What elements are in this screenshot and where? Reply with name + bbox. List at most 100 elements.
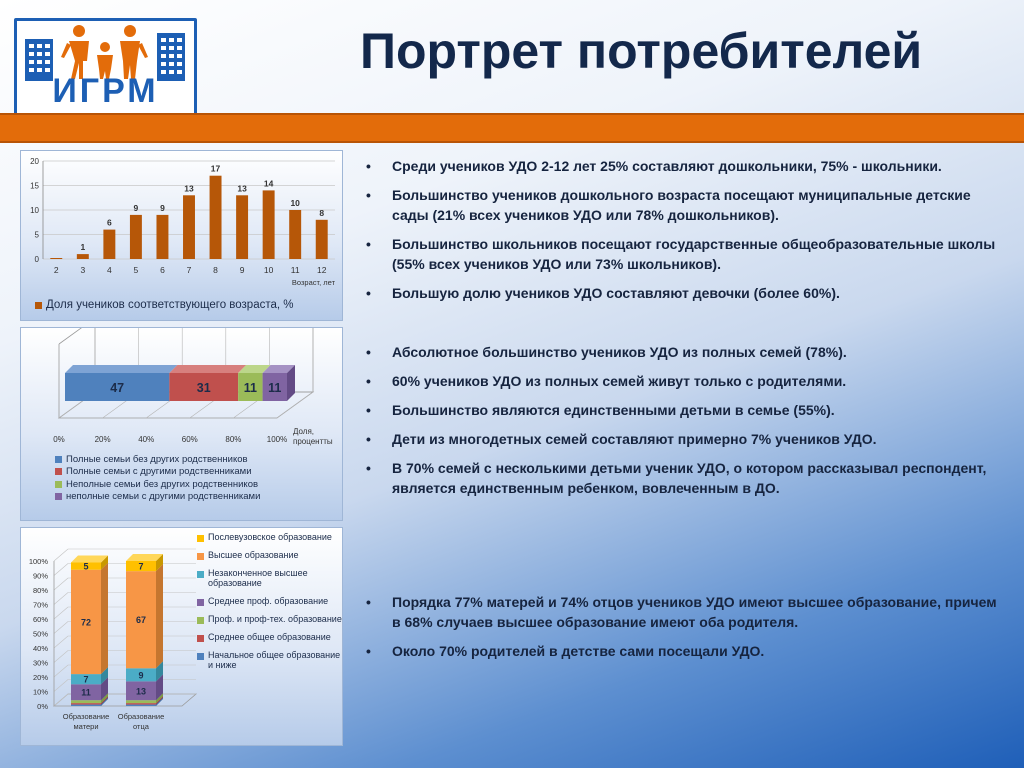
legend-label: Начальное общее образование и ниже <box>208 650 341 670</box>
legend-swatch <box>197 571 204 578</box>
bar-segment <box>169 373 239 401</box>
legend-label: Неполные семьи без других родственников <box>66 478 259 490</box>
x-tick-label: 0% <box>53 435 65 444</box>
y-tick-label: 70% <box>33 601 48 610</box>
bar-segment <box>126 703 156 705</box>
bar-segment <box>71 703 101 705</box>
education-chart-panel: 0% 10% 20% 30% 40% 50% 60% 70% 80% 90% 100% 11 7 72 5 О… <box>20 527 343 746</box>
x-tick-label: 60% <box>182 435 198 444</box>
bar-segment <box>71 569 101 675</box>
bar-top-face <box>262 365 295 373</box>
bar-side-face <box>156 674 163 701</box>
bar-top-face <box>238 365 271 373</box>
data-label: 9 <box>134 203 139 213</box>
x-tick-label: 5 <box>134 265 139 275</box>
data-label: 14 <box>264 178 274 188</box>
data-label: 10 <box>290 198 300 208</box>
bar-side-face <box>101 555 108 570</box>
data-label: 9 <box>160 203 165 213</box>
bar-segment <box>71 562 101 570</box>
bar-side-face <box>156 661 163 682</box>
legend-swatch <box>197 599 204 606</box>
bullet-list-age: Среди учеников УДО 2-12 лет 25% составля… <box>364 156 1004 312</box>
bar-segment <box>71 684 101 701</box>
y-tick-label: 80% <box>33 586 48 595</box>
y-tick-label: 30% <box>33 659 48 668</box>
legend-item: Высшее образование <box>197 550 343 560</box>
bar-side-face <box>101 667 108 685</box>
bar-side-face <box>156 697 163 706</box>
legend-label: Проф. и проф-тех. образование <box>208 614 342 624</box>
x-tick-label: 9 <box>240 265 245 275</box>
legend-label: Доля учеников соответствующего возраста,… <box>46 299 294 312</box>
header: ИГРМ Портрет потребителей <box>0 0 1024 120</box>
legend-item: Среднее проф. образование <box>197 596 343 606</box>
data-label: 1 <box>80 242 85 252</box>
legend-swatch <box>35 301 42 309</box>
bar-segment <box>126 668 156 682</box>
bullet-item: Большую долю учеников УДО составляют дев… <box>364 283 1004 303</box>
x-tick-label: 40% <box>138 435 154 444</box>
data-label: 13 <box>136 686 146 696</box>
x-tick-label: 10 <box>264 265 274 275</box>
bar-side-face <box>101 696 108 705</box>
gridline <box>53 621 69 634</box>
data-label: 67 <box>136 615 146 625</box>
logo-text: ИГРМ <box>52 72 159 110</box>
y-tick-label: 0% <box>37 702 48 711</box>
y-tick-label: 60% <box>33 615 48 624</box>
bullet-item: В 70% семей с несколькими детьми ученик … <box>364 458 1004 498</box>
x-tick-label: Образование <box>118 712 165 721</box>
bar-segment <box>126 704 156 706</box>
bar-top-face <box>126 554 163 561</box>
family-chart-legend: Полные семьи без других родственников Пол… <box>55 453 260 503</box>
bullet-item: Около 70% родителей в детстве сами посещ… <box>364 641 1004 661</box>
legend-swatch <box>55 468 62 476</box>
legend-label: Послевузовское образование <box>208 532 332 542</box>
x-tick-label: 80% <box>225 435 241 444</box>
legend-item: Начальное общее образование и ниже <box>197 650 343 670</box>
legend-swatch <box>197 617 204 624</box>
y-tick-label: 0 <box>35 255 40 264</box>
bar <box>156 214 169 259</box>
family-chart-panel: 0% 20% 40% 60% 80% 100% Доля, процентты 47 31 11 11… <box>20 327 343 521</box>
legend-label: Полные семьи с другими родственниками <box>66 466 252 478</box>
data-label: 17 <box>211 164 221 174</box>
data-label: 7 <box>83 675 88 685</box>
data-label: 6 <box>107 218 112 228</box>
gridline <box>53 592 69 605</box>
age-chart-panel: 0 5 10 15 20 2 1 3 6 4 9 5 9 6 13 7 17 8 13 9 14 10 10 11 8 12 Воз… <box>20 150 343 321</box>
x-tick-label: 2 <box>54 265 59 275</box>
x-tick-label: 4 <box>107 265 112 275</box>
bar <box>183 195 195 259</box>
bar-side-face <box>101 562 108 675</box>
bullet-item: Абсолютное большинство учеников УДО из п… <box>364 342 1004 362</box>
bar-segment <box>262 373 287 401</box>
x-tick-label: 3 <box>80 265 85 275</box>
bar-segment <box>126 700 156 704</box>
legend-label: Высшее образование <box>208 550 299 560</box>
legend-label: Незаконченное высшее образование <box>208 568 308 588</box>
legend-label: Среднее проф. образование <box>208 596 329 606</box>
data-label: 72 <box>81 617 91 627</box>
x-tick-label: отца <box>133 722 150 731</box>
bar-side-face <box>156 693 163 704</box>
bullet-list-education: Порядка 77% матерей и 74% отцов учеников… <box>364 592 1004 670</box>
y-tick-label: 15 <box>30 182 39 191</box>
y-tick-label: 10% <box>33 688 48 697</box>
bar <box>289 210 302 259</box>
bullet-item: Большинство школьников посещают государс… <box>364 234 1004 274</box>
data-label: 11 <box>81 688 91 698</box>
gridline <box>276 391 314 419</box>
gridline <box>53 679 69 692</box>
data-label: 8 <box>319 208 324 218</box>
logo: ИГРМ <box>14 18 197 120</box>
bar <box>236 195 249 259</box>
legend-swatch <box>197 535 204 542</box>
data-label: 13 <box>184 183 194 193</box>
gridline <box>53 664 69 678</box>
accent-bar <box>0 113 1024 143</box>
bar-top-face <box>65 365 178 373</box>
data-label: 5 <box>83 562 88 572</box>
legend-swatch <box>55 480 62 488</box>
